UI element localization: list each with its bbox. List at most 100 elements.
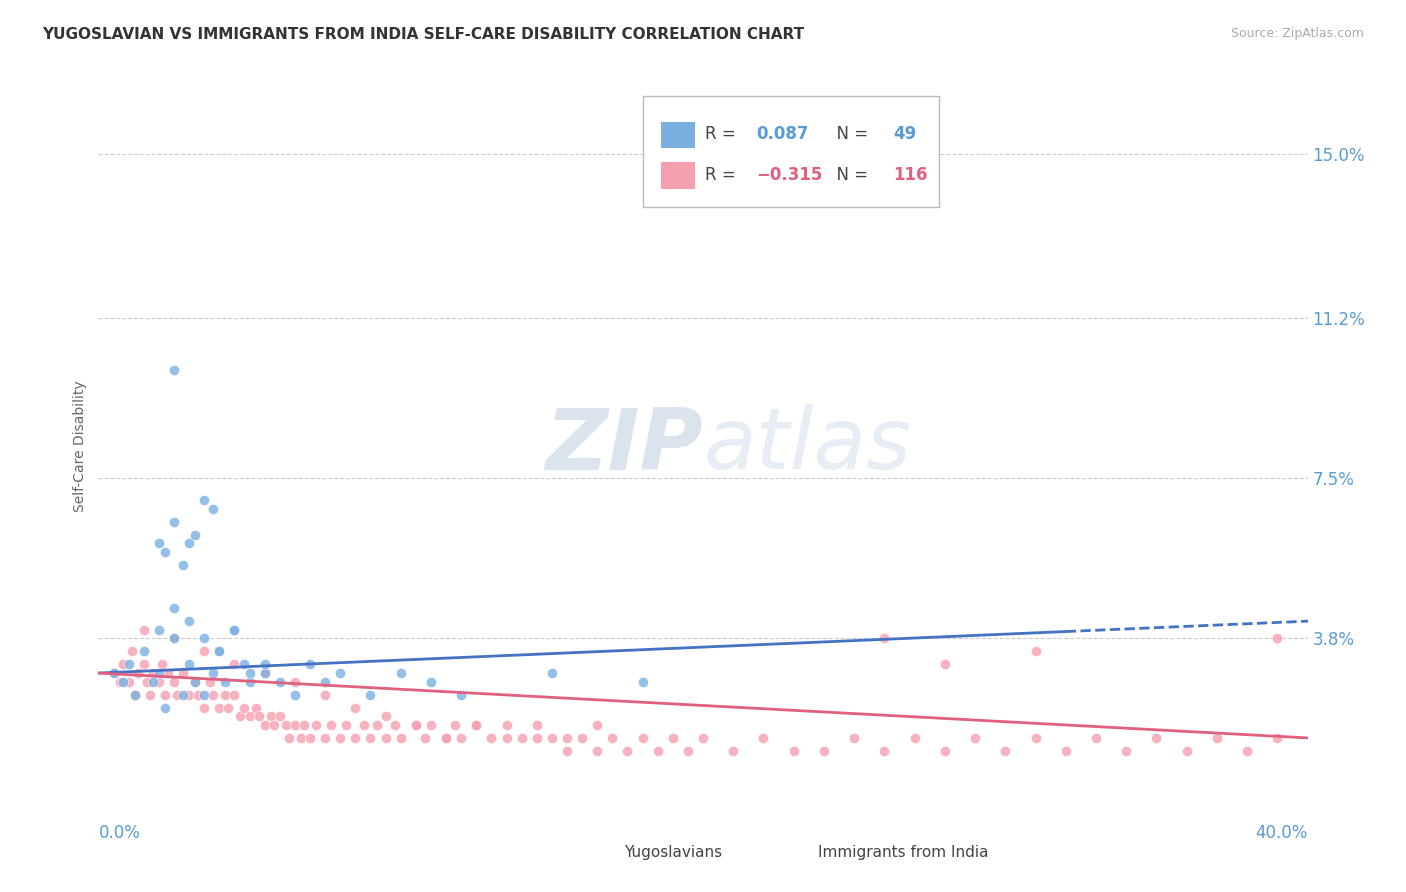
Point <box>444 718 467 732</box>
Point <box>153 700 176 714</box>
Point <box>366 718 388 732</box>
Point <box>602 731 624 745</box>
Point <box>142 674 165 689</box>
Point <box>1024 731 1046 745</box>
Point <box>200 674 222 689</box>
Point <box>179 614 201 628</box>
Point <box>783 744 806 758</box>
Point <box>208 700 231 714</box>
Point <box>118 674 141 689</box>
Point <box>135 674 157 689</box>
Point <box>284 688 307 702</box>
Point <box>153 688 176 702</box>
Point <box>232 700 254 714</box>
Point <box>187 688 209 702</box>
Point <box>208 644 231 658</box>
Point <box>153 545 176 559</box>
Point <box>329 731 352 745</box>
Point <box>526 718 548 732</box>
Point <box>111 657 134 672</box>
Point <box>647 744 669 758</box>
Point <box>314 674 336 689</box>
Point <box>148 674 170 689</box>
Point <box>335 718 357 732</box>
Point <box>260 709 283 723</box>
Point <box>540 666 562 681</box>
Point <box>239 674 262 689</box>
Point <box>148 666 170 681</box>
Point <box>156 666 179 681</box>
Point <box>184 674 207 689</box>
Bar <box>582 840 616 865</box>
Text: Source: ZipAtlas.com: Source: ZipAtlas.com <box>1230 27 1364 40</box>
Point <box>253 666 276 681</box>
Point <box>344 700 367 714</box>
Point <box>692 731 714 745</box>
Text: −0.315: −0.315 <box>756 166 823 184</box>
Point <box>571 731 593 745</box>
Point <box>148 623 170 637</box>
Point <box>253 657 276 672</box>
Point <box>132 623 155 637</box>
Point <box>555 744 578 758</box>
Point <box>166 688 188 702</box>
Point <box>224 688 246 702</box>
Point <box>321 718 343 732</box>
Point <box>465 718 488 732</box>
Point <box>676 744 699 758</box>
Point <box>360 688 382 702</box>
Point <box>1085 731 1108 745</box>
Point <box>163 601 186 615</box>
Point <box>662 731 685 745</box>
Bar <box>661 121 695 148</box>
Point <box>314 731 336 745</box>
Point <box>172 558 194 572</box>
Point <box>277 731 299 745</box>
Point <box>284 718 307 732</box>
Point <box>132 644 155 658</box>
Point <box>299 657 322 672</box>
Point <box>179 536 201 550</box>
Point <box>723 744 745 758</box>
Point <box>1175 744 1198 758</box>
Point <box>752 731 775 745</box>
Text: atlas: atlas <box>703 404 911 488</box>
Point <box>1115 744 1137 758</box>
Point <box>405 718 427 732</box>
Point <box>179 688 201 702</box>
Point <box>1024 644 1046 658</box>
Point <box>163 363 186 377</box>
Point <box>586 718 609 732</box>
Point <box>150 657 173 672</box>
Point <box>465 718 488 732</box>
Point <box>163 674 186 689</box>
Point <box>172 688 194 702</box>
Point <box>1206 731 1229 745</box>
Point <box>434 731 457 745</box>
Point <box>263 718 285 732</box>
Point <box>184 674 207 689</box>
Point <box>420 674 443 689</box>
Point <box>163 632 186 646</box>
Point <box>132 657 155 672</box>
Text: 0.087: 0.087 <box>756 125 808 143</box>
Point <box>1144 731 1167 745</box>
Text: N =: N = <box>827 166 873 184</box>
Text: 49: 49 <box>893 125 917 143</box>
Point <box>214 688 236 702</box>
Point <box>111 674 134 689</box>
Point <box>202 666 225 681</box>
Text: Yugoslavians: Yugoslavians <box>624 846 723 860</box>
Point <box>873 744 896 758</box>
Point <box>481 731 503 745</box>
Point <box>184 527 207 541</box>
Point <box>631 731 654 745</box>
Point <box>224 657 246 672</box>
Text: Immigrants from India: Immigrants from India <box>818 846 988 860</box>
Point <box>217 700 239 714</box>
Point <box>139 688 162 702</box>
Point <box>224 623 246 637</box>
Point <box>224 623 246 637</box>
Point <box>450 731 472 745</box>
Point <box>305 718 328 732</box>
